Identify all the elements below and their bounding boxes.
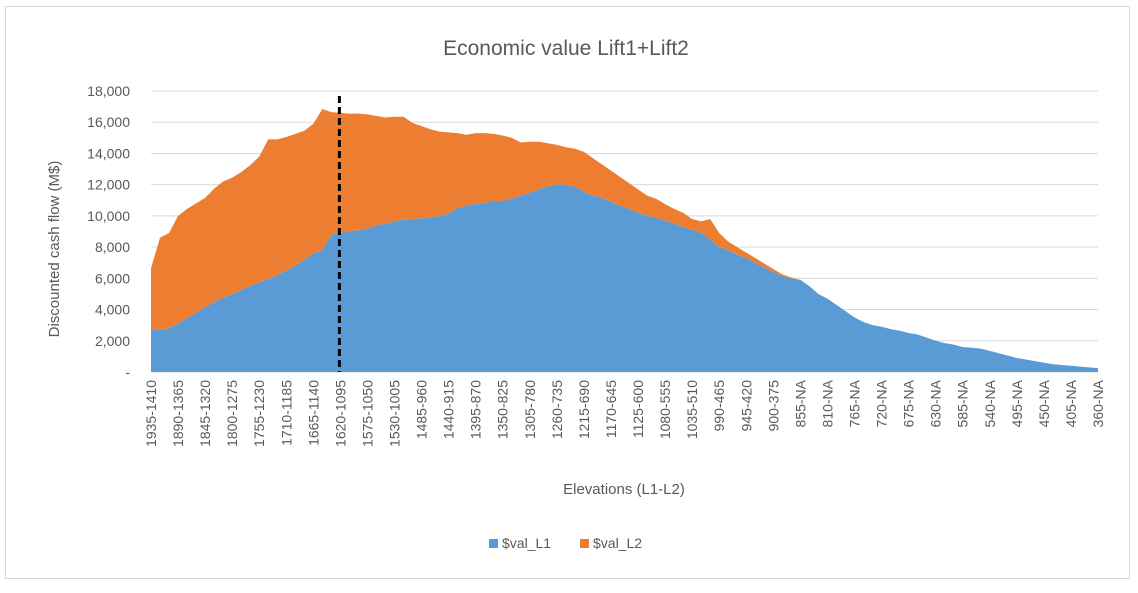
x-tick-label: 675-NA [901, 379, 917, 427]
chart-title: Economic value Lift1+Lift2 [443, 37, 689, 60]
x-tick-label: 900-375 [765, 380, 781, 432]
x-tick-label: 1620-1095 [332, 380, 348, 447]
x-tick-label: 1395-870 [468, 380, 484, 439]
y-tick-label: 12,000 [87, 177, 130, 193]
x-tick-label: 1755-1230 [251, 380, 267, 447]
x-tick-label: 1440-915 [441, 380, 457, 439]
x-tick-label: 1260-735 [549, 380, 565, 439]
x-tick-label: 990-465 [711, 380, 727, 432]
x-tick-label: 720-NA [874, 379, 890, 427]
chart-border [5, 6, 1130, 579]
x-tick-label: 1710-1185 [278, 380, 294, 446]
x-tick-label: 1350-825 [495, 380, 511, 439]
x-tick-label: 405-NA [1063, 379, 1079, 427]
x-tick-label: 945-420 [738, 380, 754, 432]
y-tick-label: 18,000 [87, 83, 130, 99]
y-tick-label: 2,000 [95, 333, 130, 349]
y-tick-label: 8,000 [95, 239, 130, 255]
x-tick-label: 1530-1005 [387, 380, 403, 447]
legend-label: $val_L1 [502, 535, 551, 551]
y-tick-label: 14,000 [87, 145, 130, 161]
x-tick-label: 1890-1365 [170, 380, 186, 447]
x-tick-label: 1305-780 [522, 380, 538, 439]
x-tick-label: 360-NA [1090, 379, 1106, 427]
y-tick-label: 10,000 [87, 208, 130, 224]
x-tick-label: 1800-1275 [224, 380, 240, 447]
x-axis-title: Elevations (L1-L2) [563, 481, 685, 498]
y-tick-label: 4,000 [95, 302, 130, 318]
x-tick-label: 1665-1140 [305, 380, 321, 446]
legend-label: $val_L2 [593, 535, 642, 551]
y-tick-label: 6,000 [95, 270, 130, 286]
y-tick-label: 16,000 [87, 114, 130, 130]
x-tick-label: 1170-645 [603, 380, 619, 438]
x-tick-label: 855-NA [792, 379, 808, 427]
x-tick-label: 630-NA [928, 379, 944, 427]
x-tick-label: 1080-555 [657, 380, 673, 439]
x-tick-label: 1935-1410 [143, 380, 159, 447]
area-series [151, 108, 1098, 372]
x-tick-label: 585-NA [955, 379, 971, 427]
x-tick-label: 1845-1320 [197, 380, 213, 447]
x-tick-label: 540-NA [982, 379, 998, 427]
x-axis-ticks: 1935-1410 1890-1365 1845-1320 1800-1275 1755… [143, 379, 1106, 447]
x-tick-label: 1125-600 [630, 380, 646, 438]
legend-swatch [580, 539, 589, 548]
legend-swatch [489, 539, 498, 548]
area--val-l1 [151, 184, 1098, 372]
y-axis-ticks: - 2,000 4,000 6,000 8,000 10,000 12,000 14,000 1… [87, 83, 130, 380]
x-tick-label: 1485-960 [414, 380, 430, 439]
x-tick-label: 810-NA [819, 379, 835, 427]
x-tick-label: 450-NA [1036, 379, 1052, 427]
legend: $val_L1 $val_L2 [489, 535, 642, 551]
area--val-l2 [151, 108, 1098, 369]
x-tick-label: 765-NA [846, 379, 862, 427]
x-tick-label: 1215-690 [576, 380, 592, 439]
y-tick-label: - [125, 364, 130, 380]
x-tick-label: 495-NA [1009, 379, 1025, 427]
x-tick-label: 1035-510 [684, 380, 700, 439]
x-tick-label: 1575-1050 [359, 380, 375, 447]
y-axis-title: Discounted cash flow (M$) [46, 161, 63, 338]
